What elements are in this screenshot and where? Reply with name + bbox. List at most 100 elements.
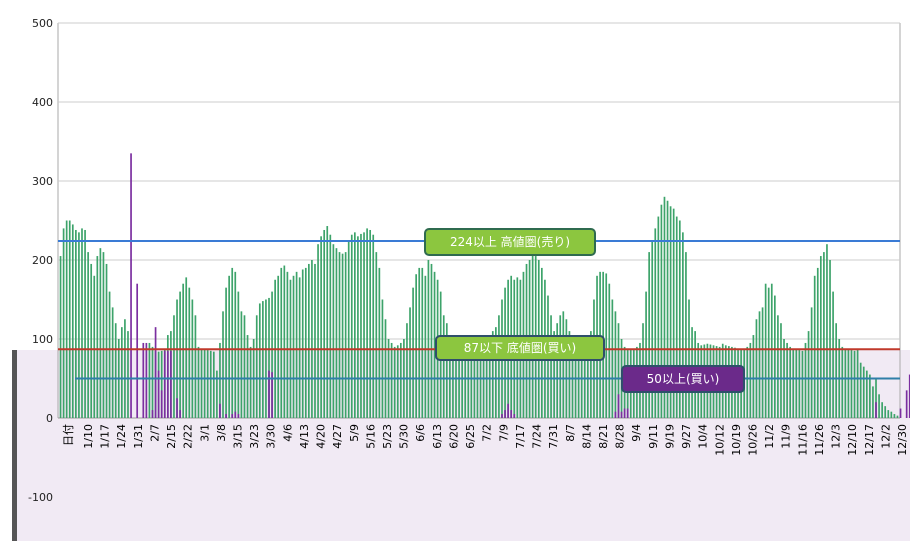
bar-series-1 <box>482 348 485 418</box>
bar-series-1 <box>384 319 387 418</box>
x-tick-label: 4/13 <box>298 424 311 449</box>
bar-series-2 <box>237 414 240 418</box>
x-tick-label: 2/22 <box>182 424 195 449</box>
bar-series-1 <box>317 244 319 418</box>
bar-series-1 <box>418 267 421 418</box>
bar-series-1 <box>176 299 178 418</box>
x-tick-label: 6/13 <box>431 424 444 449</box>
x-tick-label: 9/4 <box>630 424 643 442</box>
bar-series-2 <box>163 350 166 418</box>
bar-series-1 <box>206 350 209 418</box>
lower-panel-edge <box>12 350 17 541</box>
bar-series-1 <box>823 252 825 418</box>
bar-series-1 <box>856 348 859 418</box>
bar-series-1 <box>675 216 678 418</box>
bar-series-1 <box>65 220 68 418</box>
bar-series-1 <box>222 311 224 418</box>
bar-series-1 <box>381 299 384 418</box>
x-tick-label: 9/27 <box>680 424 693 449</box>
x-tick-label: 5/16 <box>364 424 377 449</box>
bar-series-1 <box>685 252 687 418</box>
bar-series-1 <box>841 346 844 418</box>
bar-series-2 <box>504 410 506 418</box>
bar-series-1 <box>777 315 779 418</box>
bar-series-1 <box>124 319 126 418</box>
bar-series-1 <box>590 331 592 418</box>
bar-series-1 <box>580 349 583 418</box>
bar-series-1 <box>360 233 362 418</box>
annotations: 224以上 高値圏(売り) 87以下 底値圏(買い) 50以上(買い) <box>424 228 745 393</box>
bar-series-1 <box>565 319 568 418</box>
bar-series-1 <box>648 252 650 418</box>
y-tick-label: 200 <box>32 254 53 267</box>
bar-series-1 <box>586 346 589 418</box>
bar-series-1 <box>577 348 580 418</box>
bar-series-1 <box>752 335 755 418</box>
bar-series-1 <box>71 224 74 418</box>
x-tick-label: 1/24 <box>115 424 128 449</box>
bar-series-1 <box>378 267 381 418</box>
bar-series-1 <box>807 331 810 418</box>
bar-series-1 <box>323 229 326 418</box>
x-tick-label: 10/26 <box>747 424 760 456</box>
x-tick-label: 9/11 <box>647 424 660 449</box>
x-tick-label: 2/7 <box>148 424 161 442</box>
bar-series-1 <box>749 342 752 418</box>
bar-series-1 <box>68 220 71 418</box>
bar-series-1 <box>847 349 850 418</box>
bar-series-1 <box>835 323 837 418</box>
bar-series-1 <box>335 248 338 418</box>
bar-series-1 <box>608 283 611 418</box>
bar-series-1 <box>470 350 473 418</box>
bar-series-1 <box>485 346 488 418</box>
bar-series-1 <box>455 348 457 418</box>
bar-series-1 <box>651 240 654 418</box>
x-tick-label: 7/2 <box>481 424 494 442</box>
bar-series-1 <box>121 327 123 418</box>
bar-series-1 <box>645 291 647 418</box>
bar-series-1 <box>761 307 764 418</box>
bar-series-1 <box>774 295 776 418</box>
bar-series-1 <box>399 342 402 418</box>
bar-series-2 <box>136 283 139 418</box>
bar-series-1 <box>240 311 243 418</box>
bar-series-1 <box>81 228 83 418</box>
bar-series-1 <box>114 323 117 418</box>
bar-series-1 <box>87 252 89 418</box>
bar-series-1 <box>427 260 430 418</box>
bar-series-2 <box>620 411 623 418</box>
bar-series-1 <box>197 346 200 418</box>
bar-series-1 <box>212 351 215 418</box>
bar-series-1 <box>452 346 454 418</box>
bar-series-1 <box>764 283 767 418</box>
bar-series-1 <box>90 263 93 418</box>
bar-series-1 <box>234 271 237 418</box>
bar-series-1 <box>203 349 206 418</box>
bar-series-1 <box>102 252 105 418</box>
bar-series-1 <box>412 287 414 418</box>
x-tick-label: 11/26 <box>813 424 826 456</box>
bar-series-1 <box>280 267 283 418</box>
bar-series-1 <box>127 331 129 418</box>
bar-series-1 <box>682 232 684 418</box>
bar-series-1 <box>498 315 500 418</box>
bar-series-2 <box>219 403 221 418</box>
bar-series-1 <box>338 252 341 418</box>
bar-series-1 <box>366 228 368 418</box>
bar-series-1 <box>869 374 871 418</box>
bar-series-1 <box>225 287 227 418</box>
x-tick-label: 7/31 <box>547 424 560 449</box>
bar-series-1 <box>111 307 114 418</box>
bar-series-1 <box>363 232 365 418</box>
bar-series-2 <box>142 342 145 418</box>
bar-series-1 <box>409 307 411 418</box>
bar-series-2 <box>145 342 148 418</box>
x-tick-label: 10/12 <box>713 424 726 456</box>
bar-series-1 <box>160 350 163 418</box>
bar-series-1 <box>495 327 497 418</box>
bar-series-2 <box>160 390 163 418</box>
x-tick-label: 11/2 <box>763 424 776 449</box>
y-tick-label: 400 <box>32 96 53 109</box>
